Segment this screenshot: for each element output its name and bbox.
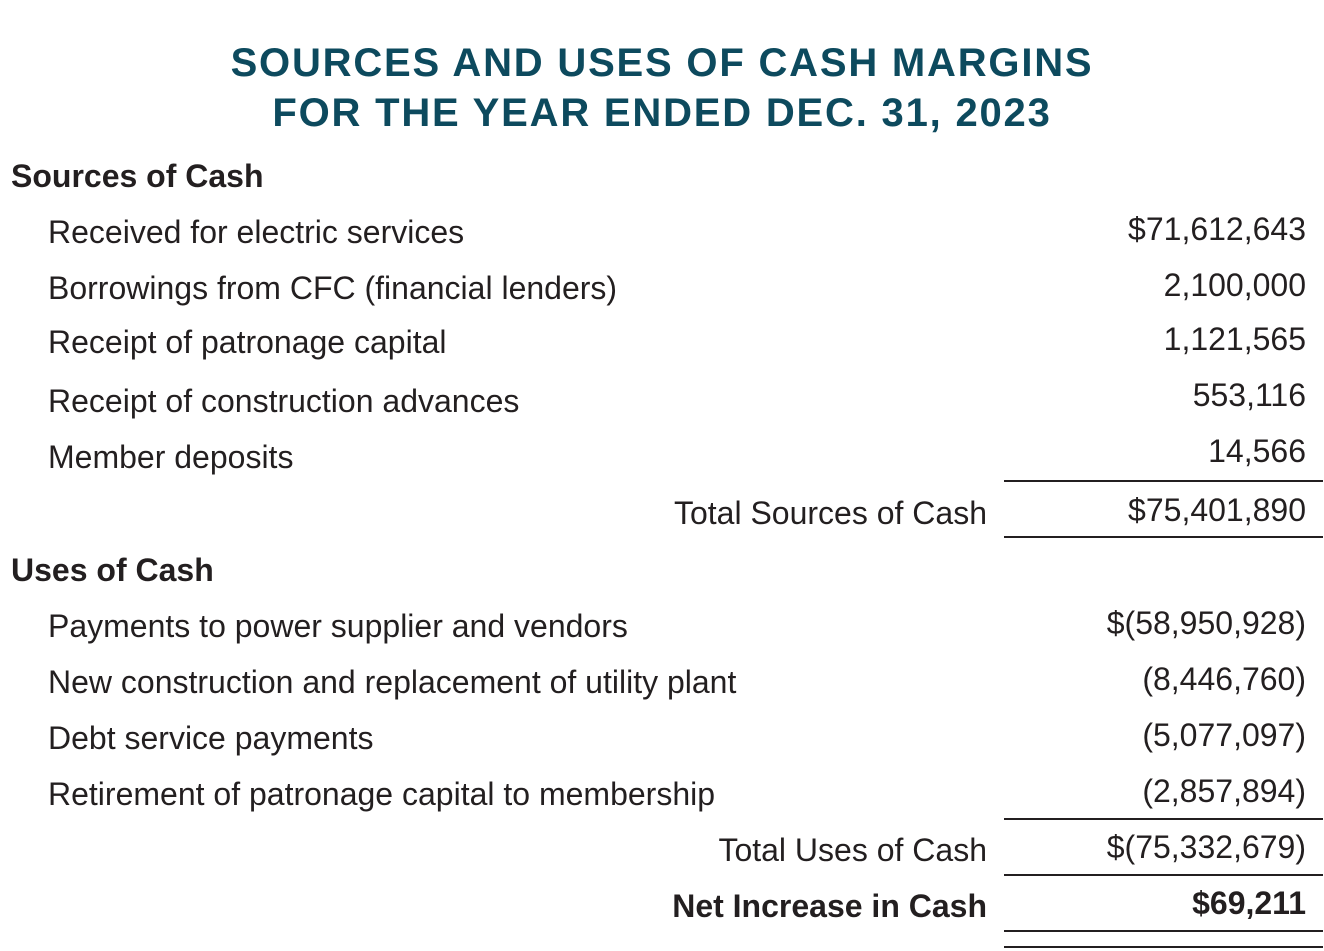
total-sources-label: Total Sources of Cash <box>673 495 987 531</box>
total-uses-label: Total Uses of Cash <box>718 832 987 868</box>
table-row: Received for electric services $71,612,6… <box>0 211 1324 270</box>
total-uses-row: Total Uses of Cash $(75,332,679) <box>0 829 1324 888</box>
net-increase-amount: $69,211 <box>1192 885 1306 921</box>
subtotal-rule <box>1004 480 1323 482</box>
uses-heading-row: Uses of Cash <box>0 552 1324 608</box>
total-rule <box>1004 874 1323 876</box>
table-row: Receipt of construction advances 553,116 <box>0 377 1324 439</box>
line-item-amount: (8,446,760) <box>1142 661 1306 697</box>
line-item-amount: 1,121,565 <box>1163 321 1306 357</box>
line-item-amount: $71,612,643 <box>1128 211 1306 247</box>
line-item-amount: $(58,950,928) <box>1106 605 1306 641</box>
total-sources-amount: $75,401,890 <box>1128 492 1306 528</box>
uses-heading: Uses of Cash <box>11 552 214 588</box>
title-line-2: FOR THE YEAR ENDED DEC. 31, 2023 <box>272 91 1052 135</box>
title-line-1: SOURCES AND USES OF CASH MARGINS <box>230 41 1094 85</box>
net-increase-label: Net Increase in Cash <box>672 888 987 924</box>
line-item-label: Member deposits <box>48 439 294 475</box>
table-row: Member deposits 14,566 <box>0 433 1324 495</box>
double-rule-top <box>1004 930 1323 932</box>
line-item-label: Receipt of patronage capital <box>48 324 447 360</box>
total-sources-row: Total Sources of Cash $75,401,890 <box>0 492 1324 551</box>
total-uses-amount: $(75,332,679) <box>1106 829 1306 865</box>
table-row: Retirement of patronage capital to membe… <box>0 773 1324 832</box>
line-item-label: Receipt of construction advances <box>48 383 520 419</box>
line-item-amount: 553,116 <box>1192 377 1306 413</box>
double-rule-bottom <box>1004 946 1323 948</box>
table-row: Debt service payments (5,077,097) <box>0 717 1324 776</box>
line-item-label: Payments to power supplier and vendors <box>48 608 628 644</box>
sources-heading: Sources of Cash <box>11 158 264 194</box>
line-item-amount: (2,857,894) <box>1142 773 1306 809</box>
line-item-label: Received for electric services <box>48 214 465 250</box>
total-rule <box>1004 536 1323 538</box>
line-item-label: New construction and replacement of util… <box>48 664 737 700</box>
line-item-label: Borrowings from CFC (financial lenders) <box>48 270 618 306</box>
table-row: Borrowings from CFC (financial lenders) … <box>0 267 1324 326</box>
line-item-amount: 14,566 <box>1208 433 1306 469</box>
line-item-label: Debt service payments <box>48 720 374 756</box>
table-row: Payments to power supplier and vendors $… <box>0 605 1324 664</box>
line-item-amount: 2,100,000 <box>1163 267 1306 303</box>
page-title: SOURCES AND USES OF CASH MARGINS FOR THE… <box>0 38 1324 138</box>
table-row: New construction and replacement of util… <box>0 661 1324 720</box>
net-increase-row: Net Increase in Cash $69,211 <box>0 885 1324 944</box>
subtotal-rule <box>1004 818 1323 820</box>
line-item-amount: (5,077,097) <box>1142 717 1306 753</box>
sources-heading-row: Sources of Cash <box>0 158 1324 214</box>
table-row: Receipt of patronage capital 1,121,565 <box>0 321 1324 380</box>
line-item-label: Retirement of patronage capital to membe… <box>48 776 716 812</box>
